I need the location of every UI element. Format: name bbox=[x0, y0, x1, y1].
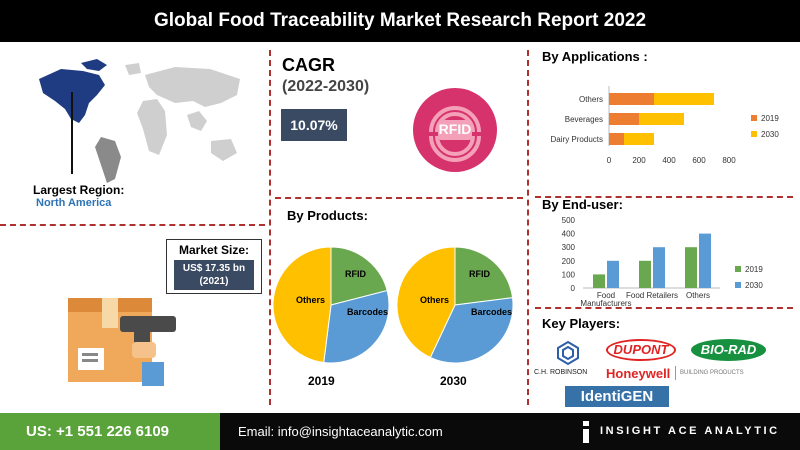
applications-chart: Others Beverages Dairy Products 0 200 400 600 8… bbox=[551, 86, 779, 165]
applications-tick-label: 200 bbox=[632, 156, 646, 165]
rfid-icon-label: RFID bbox=[438, 121, 472, 137]
applications-tick-label: 400 bbox=[662, 156, 676, 165]
dupont-logo: DUPONT bbox=[606, 339, 676, 361]
applications-tick-label: 0 bbox=[607, 156, 612, 165]
applications-legend-swatch bbox=[751, 131, 757, 137]
market-size-box: Market Size: US$ 17.35 bn (2021) bbox=[166, 239, 262, 294]
enduser-category-label: Others bbox=[686, 291, 710, 300]
box-scanner-illustration bbox=[68, 298, 176, 386]
enduser-bar-2019 bbox=[685, 247, 697, 288]
region-label: Largest Region: bbox=[33, 183, 125, 197]
cagr-value: 10.07% bbox=[281, 109, 347, 141]
separator-right bbox=[527, 50, 529, 405]
pie-label-others: Others bbox=[420, 295, 449, 305]
market-size-value-box: US$ 17.35 bn (2021) bbox=[174, 260, 254, 290]
bio-rad-logo: BIO-RAD bbox=[691, 339, 766, 361]
enduser-category-label: Manufacturers bbox=[580, 299, 631, 306]
ch-robinson-logo-icon bbox=[557, 340, 579, 366]
applications-bar-2019 bbox=[609, 113, 639, 125]
enduser-bar-2019 bbox=[593, 274, 605, 288]
pie-slice-others bbox=[396, 246, 456, 359]
pie-slice-rfid bbox=[330, 246, 388, 306]
enduser-category-label: Food Retailers bbox=[626, 291, 678, 300]
region-value: North America bbox=[36, 197, 112, 209]
honeywell-divider bbox=[675, 366, 676, 380]
pie-label-rfid: RFID bbox=[469, 269, 490, 279]
cagr-period: (2022-2030) bbox=[282, 78, 370, 95]
pie-label-rfid: RFID bbox=[345, 269, 366, 279]
key-players-heading: Key Players: bbox=[542, 316, 621, 331]
separator-left bbox=[269, 50, 271, 405]
market-size-value: US$ 17.35 bn bbox=[182, 263, 246, 274]
enduser-tick-label: 0 bbox=[571, 284, 576, 293]
applications-bar-2019 bbox=[609, 133, 624, 145]
pie-slice-barcodes bbox=[323, 289, 390, 364]
separator-right-horizontal-1 bbox=[535, 196, 793, 198]
enduser-legend-label: 2030 bbox=[745, 281, 763, 290]
products-heading: By Products: bbox=[287, 208, 368, 223]
enduser-legend-swatch bbox=[735, 282, 741, 288]
ch-robinson-logo-text: C.H. ROBINSON bbox=[534, 369, 588, 376]
applications-bar-2030 bbox=[654, 93, 714, 105]
world-map-image bbox=[39, 59, 240, 183]
footer-email: Email: info@insightaceanalytic.com bbox=[238, 424, 443, 439]
applications-category-label: Others bbox=[579, 95, 603, 104]
honeywell-subtext: BUILDING PRODUCTS bbox=[680, 370, 744, 376]
market-size-label: Market Size: bbox=[178, 243, 250, 257]
pie-2030: RFID Barcodes Others bbox=[396, 246, 514, 364]
cagr-label: CAGR bbox=[282, 55, 335, 75]
enduser-heading: By End-user: bbox=[542, 197, 623, 212]
separator-left-horizontal bbox=[0, 224, 265, 226]
applications-category-label: Dairy Products bbox=[551, 135, 603, 144]
applications-category-label: Beverages bbox=[565, 115, 603, 124]
enduser-tick-label: 300 bbox=[562, 243, 576, 252]
footer-phone: US: +1 551 226 6109 bbox=[0, 413, 220, 450]
applications-tick-label: 600 bbox=[692, 156, 706, 165]
pie-slice-others bbox=[272, 246, 332, 364]
pie-label-barcodes: Barcodes bbox=[471, 307, 512, 317]
applications-bar-2030 bbox=[624, 133, 654, 145]
footer-brand: INSIGHT ACE ANALYTIC bbox=[600, 425, 780, 437]
pie-label-others: Others bbox=[296, 295, 325, 305]
applications-tick-label: 800 bbox=[722, 156, 736, 165]
enduser-tick-label: 400 bbox=[562, 230, 576, 239]
pie-slice-rfid bbox=[454, 246, 514, 306]
separator-right-horizontal-2 bbox=[535, 307, 793, 309]
applications-legend-label: 2030 bbox=[761, 130, 779, 139]
pie-2019: RFID Barcodes Others bbox=[272, 246, 390, 364]
map-pointer-line bbox=[71, 92, 73, 174]
enduser-legend-label: 2019 bbox=[745, 265, 763, 274]
enduser-tick-label: 500 bbox=[562, 216, 576, 225]
separator-middle-horizontal bbox=[275, 197, 523, 199]
applications-bar-2030 bbox=[639, 113, 684, 125]
report-title: Global Food Traceability Market Research… bbox=[0, 0, 800, 42]
applications-legend-swatch bbox=[751, 115, 757, 121]
pie-2030-year: 2030 bbox=[440, 374, 467, 388]
applications-heading: By Applications : bbox=[542, 49, 648, 64]
enduser-bar-2019 bbox=[639, 260, 651, 288]
enduser-category-label: Food bbox=[597, 291, 615, 300]
brand-logo-icon bbox=[583, 421, 589, 443]
honeywell-logo: Honeywell bbox=[606, 366, 671, 381]
identigen-logo: IdentiGEN bbox=[565, 386, 669, 407]
products-pies: RFID Barcodes Others RFID Barcodes Others bbox=[272, 246, 514, 364]
rfid-icon bbox=[413, 88, 497, 172]
pie-label-barcodes: Barcodes bbox=[347, 307, 388, 317]
applications-bar-2019 bbox=[609, 93, 654, 105]
enduser-legend-swatch bbox=[735, 266, 741, 272]
market-size-year: (2021) bbox=[199, 276, 229, 287]
pie-2019-year: 2019 bbox=[308, 374, 335, 388]
enduser-bar-2030 bbox=[699, 233, 711, 288]
enduser-tick-label: 200 bbox=[562, 257, 576, 266]
enduser-bar-2030 bbox=[607, 260, 619, 288]
applications-legend-label: 2019 bbox=[761, 114, 779, 123]
enduser-bar-2030 bbox=[653, 247, 665, 288]
enduser-tick-label: 100 bbox=[562, 270, 576, 279]
